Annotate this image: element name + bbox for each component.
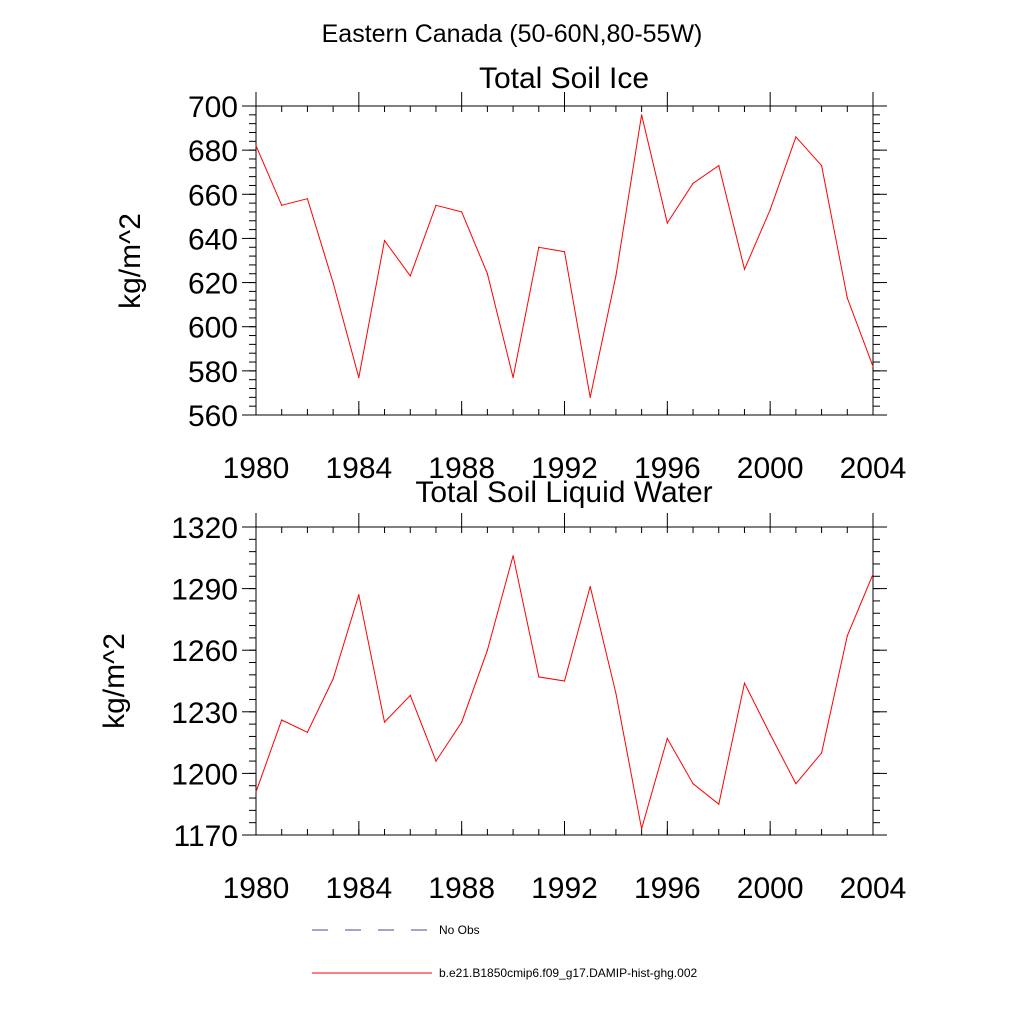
axes: 1980 1984 1988 1992 1996 2000 2004 1170 1200 1230… xyxy=(171,512,906,905)
data-point xyxy=(820,164,823,167)
data-point xyxy=(306,198,309,200)
data-point xyxy=(795,136,797,138)
y-tick-label: 620 xyxy=(188,268,238,301)
data-point xyxy=(589,396,591,398)
axes: 1980 1984 1988 1992 1996 2000 2004 560 580 600 620… xyxy=(188,91,906,485)
data-point xyxy=(332,678,334,680)
data-point xyxy=(615,692,617,694)
series-line xyxy=(255,555,874,829)
x-tick-label: 1992 xyxy=(531,452,598,485)
legend-entry-no-obs: No Obs xyxy=(312,923,480,937)
data-point xyxy=(255,791,257,793)
x-tick-label: 2000 xyxy=(737,872,804,905)
data-point xyxy=(589,585,591,588)
data-point xyxy=(666,222,668,224)
data-point xyxy=(538,246,540,248)
data-point xyxy=(409,694,411,696)
data-point xyxy=(743,268,746,270)
y-tick-label: 680 xyxy=(188,135,238,168)
series-line xyxy=(255,114,874,398)
x-tick-label: 1992 xyxy=(531,872,598,905)
data-point xyxy=(332,281,334,284)
data-point xyxy=(306,731,309,733)
data-point xyxy=(846,635,848,637)
x-tick-label: 2004 xyxy=(840,872,907,905)
data-point xyxy=(255,145,257,147)
data-point xyxy=(769,209,771,211)
data-point xyxy=(718,164,720,167)
y-tick-label: 1320 xyxy=(171,512,238,545)
data-point xyxy=(486,649,488,651)
data-point xyxy=(563,251,566,253)
x-tick-label: 1984 xyxy=(325,872,392,905)
data-point xyxy=(846,297,848,299)
data-point xyxy=(435,204,437,206)
data-point xyxy=(358,594,360,596)
legend-label: b.e21.B1850cmip6.f09_g17.DAMIP-hist-ghg.… xyxy=(439,966,697,980)
x-tick-label: 2000 xyxy=(737,452,804,485)
y-tick-label: 700 xyxy=(188,91,238,124)
data-point xyxy=(666,737,668,740)
data-point xyxy=(615,275,617,277)
data-point xyxy=(743,682,746,684)
y-tick-label: 1260 xyxy=(171,635,238,668)
data-point xyxy=(358,376,360,379)
data-point xyxy=(409,275,411,277)
x-tick-label: 1996 xyxy=(634,872,701,905)
x-tick-label: 1980 xyxy=(223,872,290,905)
data-point xyxy=(461,721,463,723)
x-tick-label: 1984 xyxy=(325,452,392,485)
data-point xyxy=(281,204,283,206)
data-point xyxy=(538,676,540,678)
y-axis-label: kg/m^2 xyxy=(114,213,147,309)
y-tick-label: 1170 xyxy=(173,820,238,853)
y-tick-label: 580 xyxy=(188,356,238,389)
legend: No Obs b.e21.B1850cmip6.f09_g17.DAMIP-hi… xyxy=(312,923,697,980)
plot-frame xyxy=(255,105,874,416)
panel-soil-ice: Total Soil Ice kg/m^2 1980 1984 1988 1992 19… xyxy=(114,62,906,485)
data-point xyxy=(718,803,720,805)
y-tick-label: 660 xyxy=(188,179,238,212)
y-tick-label: 560 xyxy=(188,400,238,433)
x-tick-label: 2004 xyxy=(840,452,907,485)
data-point xyxy=(281,719,283,721)
data-point xyxy=(872,365,874,368)
y-tick-label: 1290 xyxy=(171,574,238,607)
data-point xyxy=(512,376,514,379)
data-point xyxy=(486,273,488,275)
legend-label: No Obs xyxy=(439,923,480,937)
x-tick-label: 1980 xyxy=(223,452,290,485)
data-point xyxy=(795,783,797,785)
y-tick-label: 1230 xyxy=(171,697,238,730)
panel-soil-liquid-water: Total Soil Liquid Water kg/m^2 1980 1984 1… xyxy=(98,476,906,905)
y-tick-label: 640 xyxy=(188,223,238,256)
x-tick-label: 1996 xyxy=(634,452,701,485)
data-point xyxy=(872,573,874,575)
data-point xyxy=(692,783,694,785)
y-tick-label: 600 xyxy=(188,312,238,345)
data-point xyxy=(383,721,386,723)
x-tick-label: 1988 xyxy=(428,872,495,905)
data-point xyxy=(820,752,823,754)
legend-entry-model: b.e21.B1850cmip6.f09_g17.DAMIP-hist-ghg.… xyxy=(312,966,697,980)
data-point xyxy=(692,182,694,184)
panel-title: Total Soil Ice xyxy=(479,62,649,95)
data-point xyxy=(641,114,643,116)
data-point xyxy=(641,828,643,830)
data-point xyxy=(512,555,514,557)
y-axis-label: kg/m^2 xyxy=(98,633,131,729)
data-point xyxy=(383,240,386,242)
y-tick-label: 1200 xyxy=(171,758,238,791)
data-point xyxy=(563,680,566,682)
x-tick-label: 1988 xyxy=(428,452,495,485)
data-point xyxy=(435,760,437,762)
figure-suptitle: Eastern Canada (50-60N,80-55W) xyxy=(322,20,703,48)
panel-title: Total Soil Liquid Water xyxy=(415,476,712,509)
data-point xyxy=(769,733,771,735)
data-point xyxy=(461,211,463,213)
